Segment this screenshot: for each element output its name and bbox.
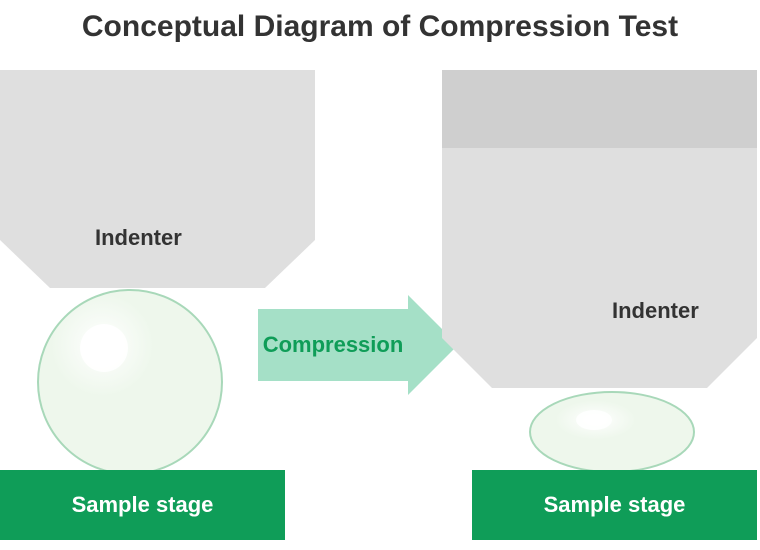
right-sample-ellipse — [442, 70, 757, 490]
right-stage-label: Sample stage — [544, 492, 686, 518]
left-sample-circle — [0, 70, 315, 490]
left-sample-stage: Sample stage — [0, 470, 285, 540]
right-panel: Indenter Sample stage — [442, 70, 757, 550]
arrow-label: Compression — [258, 332, 408, 358]
right-sample-stage: Sample stage — [472, 470, 757, 540]
diagram-title: Conceptual Diagram of Compression Test — [0, 10, 760, 44]
left-stage-label: Sample stage — [72, 492, 214, 518]
compression-arrow: Compression — [258, 295, 458, 395]
